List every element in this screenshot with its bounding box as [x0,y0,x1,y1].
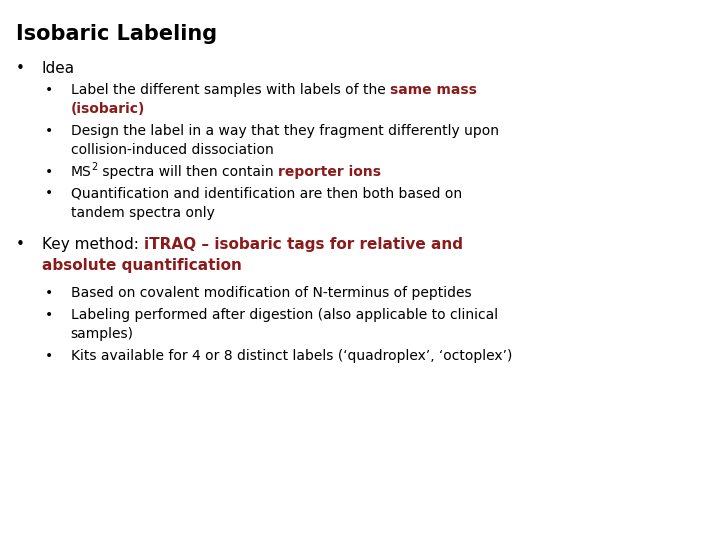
Text: iTRAQ – isobaric tags for relative and: iTRAQ – isobaric tags for relative and [143,237,462,252]
Text: •: • [16,61,24,76]
Text: 2: 2 [91,163,98,172]
Text: Labeling performed after digestion (also applicable to clinical: Labeling performed after digestion (also… [71,308,498,322]
Text: tandem spectra only: tandem spectra only [71,206,215,220]
Text: Kits available for 4 or 8 distinct labels (‘quadroplex’, ‘octoplex’): Kits available for 4 or 8 distinct label… [71,349,512,363]
Text: •: • [45,124,53,138]
Text: samples): samples) [71,327,134,341]
Text: •: • [45,308,53,322]
Text: •: • [45,286,53,300]
Text: Key method:: Key method: [42,237,143,252]
Text: MS: MS [71,165,91,179]
Text: collision-induced dissociation: collision-induced dissociation [71,143,274,157]
Text: Design the label in a way that they fragment differently upon: Design the label in a way that they frag… [71,124,498,138]
Text: •: • [45,186,53,200]
Text: Isobaric Labeling: Isobaric Labeling [16,24,217,44]
Text: reporter ions: reporter ions [278,165,381,179]
Text: same mass: same mass [390,83,477,97]
Text: Label the different samples with labels of the: Label the different samples with labels … [71,83,390,97]
Text: •: • [45,165,53,179]
Text: Quantification and identification are then both based on: Quantification and identification are th… [71,186,462,200]
Text: •: • [45,349,53,363]
Text: •: • [45,83,53,97]
Text: Idea: Idea [42,61,75,76]
Text: spectra will then contain: spectra will then contain [98,165,278,179]
Text: (isobaric): (isobaric) [71,102,145,116]
Text: Based on covalent modification of N-terminus of peptides: Based on covalent modification of N-term… [71,286,471,300]
Text: absolute quantification: absolute quantification [42,258,242,273]
Text: •: • [16,237,24,252]
